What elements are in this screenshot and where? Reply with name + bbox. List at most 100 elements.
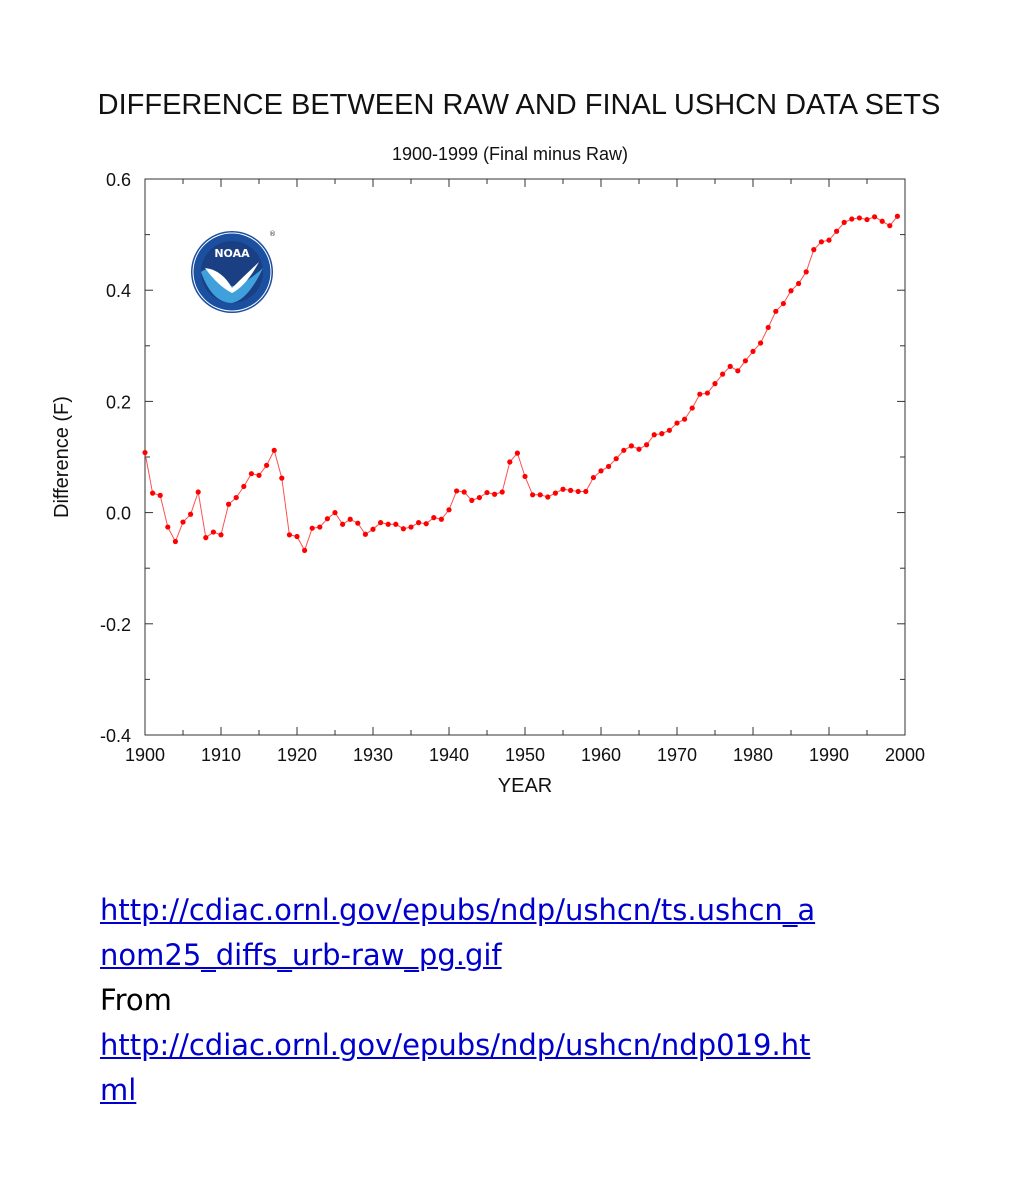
data-point (735, 368, 741, 374)
data-point (788, 288, 794, 294)
data-point (347, 516, 353, 522)
x-axis-label: YEAR (498, 775, 552, 797)
data-point (841, 219, 847, 225)
data-point (370, 526, 376, 532)
data-point (530, 492, 536, 498)
data-point (796, 280, 802, 287)
data-point (438, 516, 444, 522)
data-point (712, 381, 718, 387)
y-tick-label: -0.2 (100, 615, 131, 635)
data-point (514, 450, 521, 456)
data-point (758, 340, 764, 346)
data-point (332, 509, 338, 516)
svg-text:®: ® (269, 230, 276, 238)
data-point (887, 223, 893, 229)
data-point (636, 446, 642, 452)
data-point (621, 447, 627, 453)
data-point (400, 526, 406, 532)
source-links: http://cdiac.ornl.gov/epubs/ndp/ushcn/ts… (100, 888, 860, 1113)
y-tick-label: 0.2 (106, 392, 131, 412)
data-point (340, 521, 346, 527)
data-point (248, 471, 254, 477)
data-point (628, 443, 635, 449)
data-point (651, 432, 657, 438)
data-point (431, 515, 437, 521)
data-point (879, 218, 885, 224)
data-point (203, 535, 209, 541)
data-point (773, 308, 779, 314)
x-tick-label: 1900 (125, 745, 165, 765)
from-label: From (100, 983, 172, 1017)
data-point (226, 501, 232, 507)
noaa-logo: NOAA ® (191, 230, 276, 313)
data-point (666, 427, 673, 433)
data-point (545, 494, 551, 500)
data-point (613, 456, 619, 462)
series-line (144, 215, 898, 552)
source-link-ndp019[interactable]: http://cdiac.ornl.gov/epubs/ndp/ushcn/nd… (100, 1028, 811, 1107)
data-point (210, 529, 216, 535)
data-point (583, 488, 589, 495)
x-tick-label: 1930 (353, 745, 393, 765)
data-point (317, 524, 323, 530)
data-point (689, 405, 695, 411)
x-tick-label: 1960 (581, 745, 621, 765)
y-tick-labels: -0.4 -0.2 0.0 0.2 0.4 0.6 (100, 170, 131, 746)
data-point (279, 475, 285, 481)
data-point (385, 521, 391, 527)
data-point (575, 488, 581, 495)
data-point (256, 472, 262, 478)
data-point (780, 300, 787, 307)
data-point (241, 483, 247, 490)
data-point (492, 491, 498, 497)
data-point (644, 442, 650, 448)
data-point (856, 215, 863, 221)
data-point (682, 416, 688, 422)
data-point (499, 489, 505, 495)
data-point (309, 525, 315, 531)
data-point (659, 431, 665, 437)
data-point (188, 511, 194, 517)
data-point (674, 420, 680, 426)
y-axis-label: Difference (F) (51, 396, 73, 518)
data-point (552, 490, 559, 496)
data-point (378, 520, 384, 526)
data-point (750, 348, 756, 354)
data-point (469, 497, 475, 503)
data-point (157, 492, 163, 498)
data-point (271, 447, 277, 453)
data-point (165, 524, 171, 530)
source-link-gif[interactable]: http://cdiac.ornl.gov/epubs/ndp/ushcn/ts… (100, 893, 816, 972)
x-tick-label: 1920 (277, 745, 317, 765)
data-point (849, 216, 855, 222)
data-point (355, 520, 361, 526)
x-tick-label: 1990 (809, 745, 849, 765)
data-point (742, 358, 749, 364)
data-point (218, 532, 224, 538)
data-point (560, 486, 566, 492)
data-point (590, 474, 597, 481)
data-point (264, 462, 270, 468)
data-point (233, 494, 239, 501)
data-point (150, 490, 156, 496)
data-point (522, 473, 528, 480)
data-point (461, 489, 467, 495)
data-point (568, 487, 574, 493)
data-point (476, 494, 482, 501)
data-point (507, 459, 513, 465)
data-point (704, 390, 711, 396)
data-point (727, 363, 733, 369)
y-tick-label: 0.0 (106, 504, 131, 524)
data-point (416, 520, 422, 526)
data-point (537, 492, 543, 498)
data-point (286, 532, 292, 538)
y-tick-label: 0.6 (106, 170, 131, 190)
x-tick-label: 1910 (201, 745, 241, 765)
data-point (818, 239, 825, 245)
series-points (142, 213, 901, 554)
data-point (872, 214, 878, 220)
chart: DIFFERENCE BETWEEN RAW AND FINAL USHCN D… (51, 89, 940, 797)
data-point (195, 489, 201, 495)
data-point (811, 247, 817, 253)
data-point (172, 538, 178, 545)
